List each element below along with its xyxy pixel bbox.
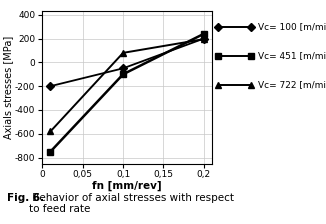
Text: Fig. 6.: Fig. 6. [7, 193, 44, 203]
Vc= 100 [m/min] [202, 37, 206, 40]
Vc= 722 [m/min] [49, 130, 52, 133]
Line: Vc= 722 [m/min]: Vc= 722 [m/min] [47, 36, 207, 135]
Y-axis label: Axials stresses [MPa]: Axials stresses [MPa] [4, 36, 14, 139]
Line: Vc= 451 [m/min]: Vc= 451 [m/min] [48, 31, 207, 154]
Vc= 100 [m/min] [121, 67, 125, 70]
Vc= 722 [m/min] [121, 52, 125, 54]
Text: Behavior of axial stresses with respect
to feed rate: Behavior of axial stresses with respect … [29, 193, 234, 214]
Vc= 722 [m/min] [202, 38, 206, 41]
Vc= 451 [m/min] [49, 150, 52, 153]
Text: Vc= 100 [m/min]: Vc= 100 [m/min] [258, 22, 326, 31]
Vc= 451 [m/min] [121, 73, 125, 76]
Vc= 451 [m/min] [202, 32, 206, 35]
Vc= 100 [m/min] [49, 85, 52, 88]
X-axis label: fn [mm/rev]: fn [mm/rev] [92, 181, 162, 191]
Text: Vc= 722 [m/min]: Vc= 722 [m/min] [258, 81, 326, 90]
Text: Vc= 451 [m/min]: Vc= 451 [m/min] [258, 52, 326, 60]
Line: Vc= 100 [m/min]: Vc= 100 [m/min] [48, 36, 207, 89]
